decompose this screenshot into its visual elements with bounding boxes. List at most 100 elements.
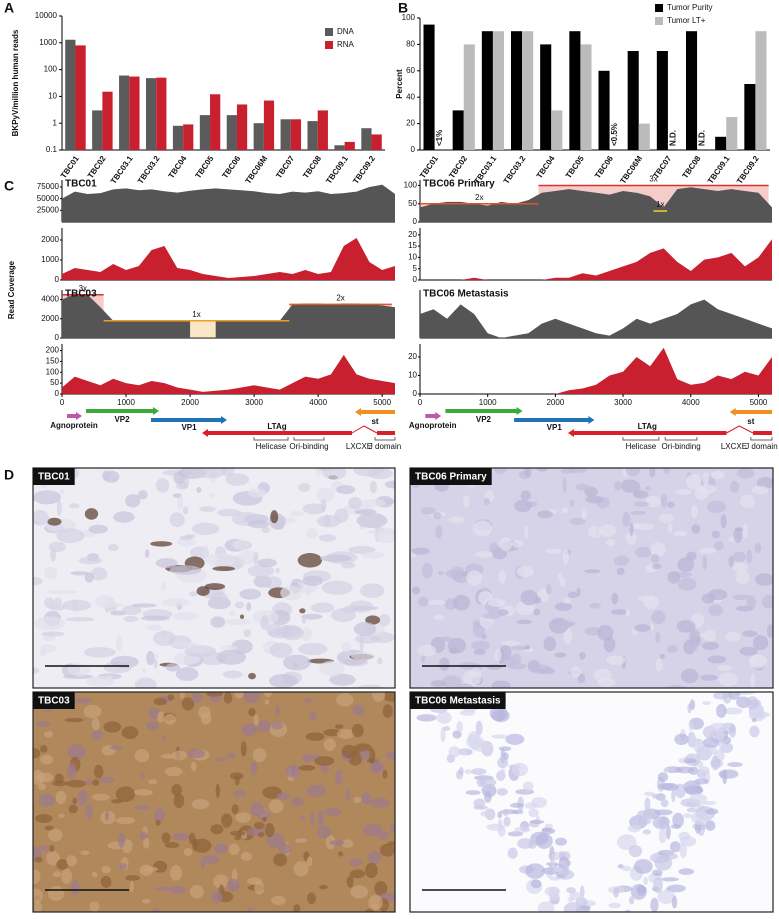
tissue-blob (663, 468, 671, 475)
tissue-blob (182, 506, 189, 515)
tissue-blob (378, 613, 391, 627)
tissue-blob (306, 856, 313, 867)
bar (492, 31, 504, 151)
tissue-blob (359, 749, 371, 760)
tissue-blob (99, 776, 115, 784)
tissue-blob (553, 867, 564, 872)
y-tick-label: 20 (408, 230, 417, 239)
tissue-blob (456, 769, 464, 780)
x-tick-label: TBC05 (564, 154, 586, 180)
tissue-blob (632, 490, 649, 499)
tissue-blob (363, 823, 383, 837)
tissue-blob (264, 823, 275, 838)
tissue-blob (628, 845, 643, 858)
tissue-blob (716, 703, 727, 718)
tissue-blob (227, 752, 236, 759)
tissue-blob (634, 501, 650, 507)
tissue-blob (706, 500, 727, 513)
gene-arrow (202, 429, 352, 437)
bar (540, 44, 552, 150)
tissue-blob (739, 494, 755, 509)
tissue-blob (562, 507, 569, 514)
tissue-blob (170, 865, 182, 881)
tissue-blob (702, 555, 707, 570)
tissue-blob (514, 499, 532, 513)
tissue-blob (183, 848, 193, 856)
y-tick-label: 0 (55, 333, 60, 342)
tissue-blob (712, 692, 729, 700)
tissue-blob (337, 851, 344, 857)
tissue-blob (336, 693, 354, 707)
y-tick-label: 1 (53, 118, 58, 127)
tissue-blob (106, 675, 113, 682)
tissue-blob (368, 894, 383, 911)
tissue-blob (524, 645, 531, 650)
tissue-blob (611, 592, 619, 605)
bar (715, 136, 727, 150)
x-tick-label: 4000 (682, 398, 700, 407)
tissue-blob (674, 733, 689, 745)
tissue-blob (520, 589, 538, 606)
tissue-blob (630, 510, 647, 516)
tissue-blob (131, 603, 157, 608)
tissue-blob (359, 514, 365, 530)
tissue-blob (283, 654, 311, 671)
tissue-blob (55, 790, 67, 805)
tissue-blob (709, 722, 729, 733)
tissue-blob (68, 804, 78, 814)
tissue-blob (142, 667, 147, 674)
tissue-blob (271, 721, 283, 730)
tissue-blob (161, 832, 171, 844)
tissue-blob (196, 586, 210, 596)
tissue-blob (660, 494, 668, 508)
tissue-blob (701, 641, 720, 651)
tissue-blob (62, 599, 92, 611)
tissue-blob (555, 602, 573, 611)
tissue-blob (614, 481, 622, 491)
tissue-blob (173, 611, 199, 621)
track-title: TBC01 (65, 179, 97, 190)
tissue-blob (711, 470, 725, 480)
tissue-blob (334, 724, 344, 729)
tissue-blob (698, 547, 717, 554)
tissue-blob (33, 509, 49, 526)
tissue-blob (728, 556, 734, 568)
y-tick-label: 100 (46, 367, 60, 376)
tissue-blob (77, 789, 88, 806)
tissue-blob (649, 623, 654, 632)
tissue-blob (532, 664, 552, 675)
tissue-blob (67, 744, 86, 760)
tissue-blob (83, 704, 102, 719)
panel-letter: D (4, 467, 14, 483)
tissue-blob (636, 884, 647, 896)
tissue-blob (746, 595, 757, 610)
tissue-blob (171, 750, 188, 761)
tissue-blob (229, 610, 237, 617)
tissue-blob (277, 792, 290, 800)
y-tick-label: 50 (408, 199, 417, 208)
tissue-blob (298, 482, 311, 492)
tissue-blob (633, 859, 653, 874)
tissue-blob (579, 652, 586, 660)
tissue-blob (598, 524, 617, 537)
tissue-blob (329, 840, 345, 846)
tissue-blob (191, 799, 210, 810)
tissue-blob (651, 610, 666, 625)
tissue-blob (52, 780, 68, 787)
tissue-blob (505, 733, 525, 745)
tissue-blob (690, 504, 698, 519)
tissue-blob (210, 616, 226, 628)
micrograph-label: TBC06 Primary (415, 472, 487, 483)
tissue-blob (234, 692, 244, 699)
tissue-blob (462, 495, 470, 508)
y-tick-label: 1000 (39, 38, 57, 47)
bar (744, 84, 756, 150)
tissue-blob (634, 624, 651, 632)
tissue-blob (605, 538, 616, 547)
tissue-blob (134, 677, 157, 688)
tissue-blob (171, 832, 190, 841)
tissue-blob (720, 514, 727, 529)
tissue-blob (329, 673, 356, 686)
tissue-blob (584, 569, 601, 574)
tissue-blob (613, 555, 629, 566)
